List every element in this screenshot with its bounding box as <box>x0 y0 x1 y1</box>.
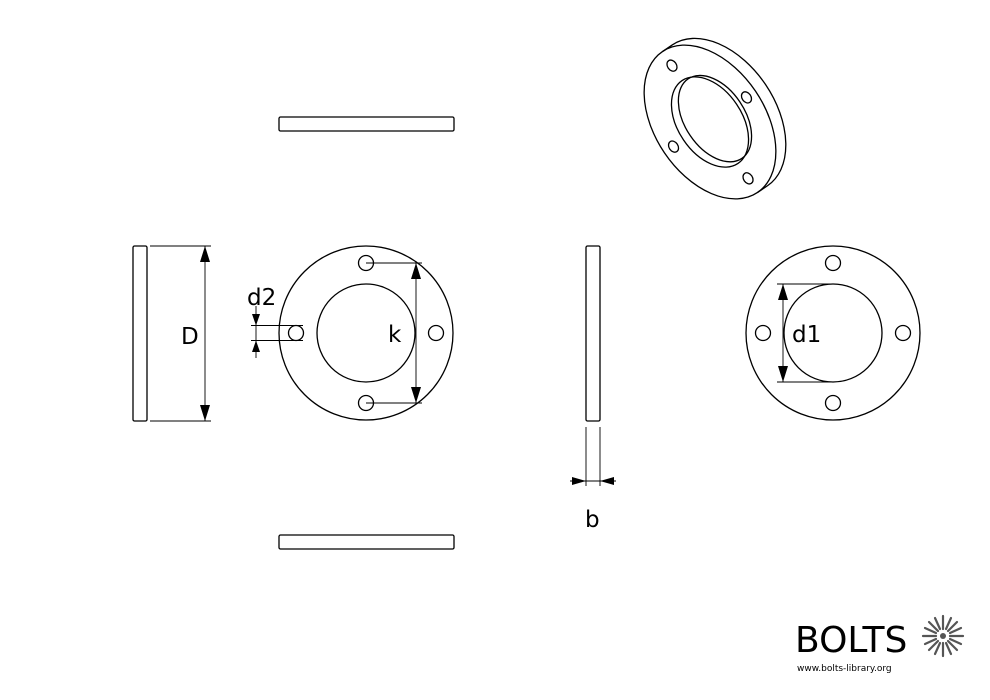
bolts-logo: BOLTS www.bolts-libra <box>795 614 965 674</box>
left-side-view <box>132 245 148 422</box>
dimension-d2: d2 <box>247 285 303 358</box>
label-b: b <box>585 507 600 533</box>
top-view <box>278 116 455 132</box>
logo-url: www.bolts-library.org <box>797 664 892 674</box>
logo-text: BOLTS <box>795 620 907 661</box>
label-d2: d2 <box>247 285 276 311</box>
label-k: k <box>388 322 402 348</box>
rear-view <box>745 245 921 421</box>
dimension-d1: d1 <box>777 283 833 383</box>
label-D: D <box>181 324 199 350</box>
dimension-k: k <box>366 262 422 404</box>
isometric-view <box>643 37 787 200</box>
bolts-gear-icon <box>921 614 965 658</box>
dimension-D: D <box>150 245 211 422</box>
right-side-view <box>585 245 601 422</box>
label-d1: d1 <box>792 322 821 348</box>
front-view <box>278 245 454 421</box>
dimension-b: b <box>570 427 616 533</box>
bottom-view <box>278 534 455 550</box>
